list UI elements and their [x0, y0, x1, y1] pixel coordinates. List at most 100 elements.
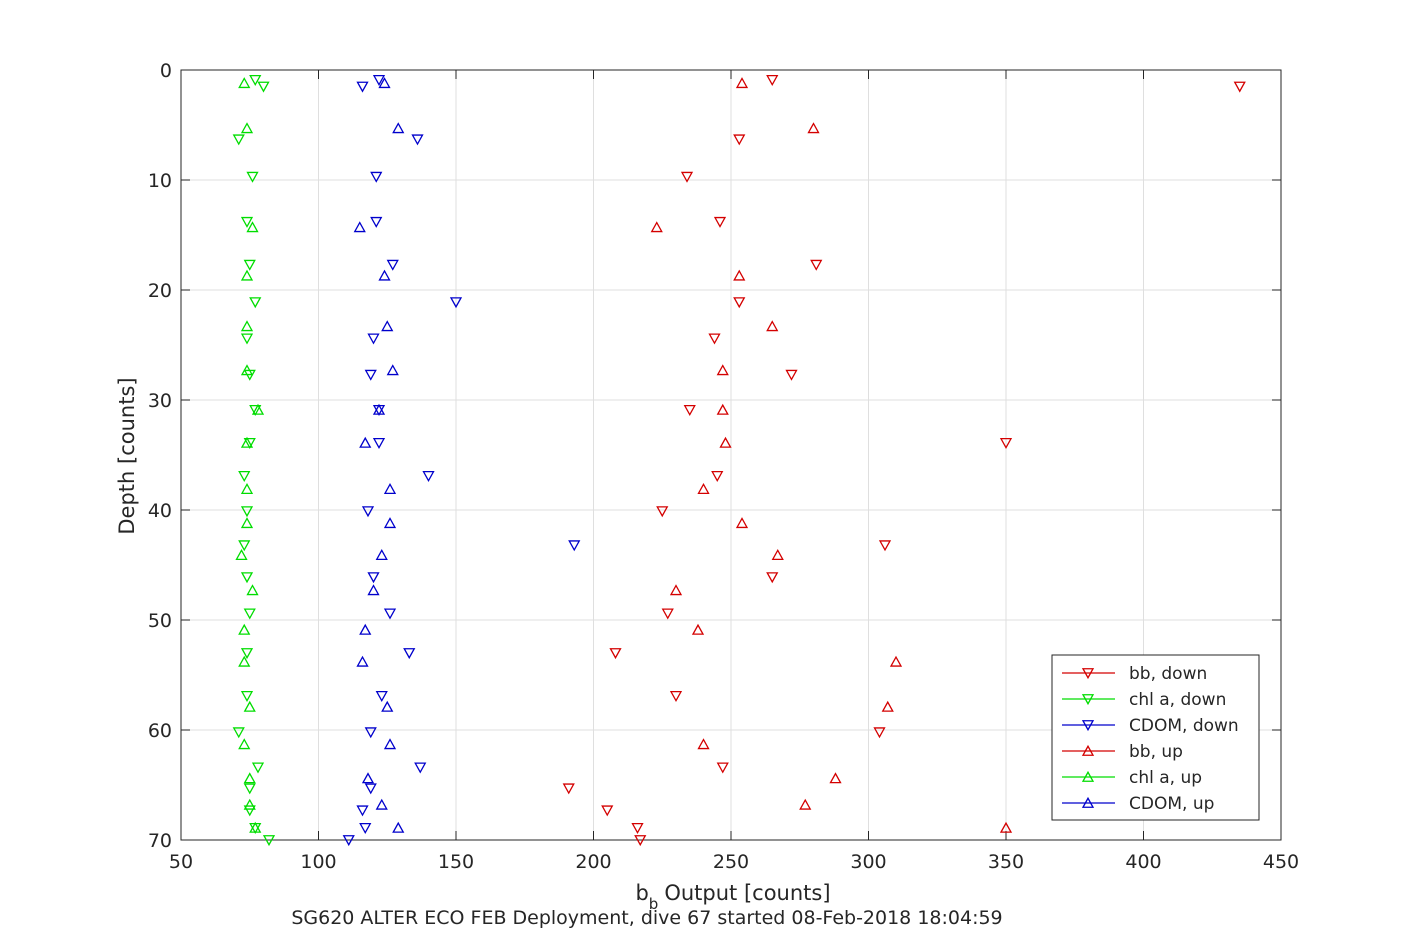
- x-tick-label: 200: [575, 851, 611, 873]
- data-point-marker: [656, 506, 669, 518]
- data-point-marker: [232, 134, 245, 146]
- data-point-marker: [609, 648, 622, 660]
- data-point-marker: [356, 655, 369, 667]
- data-point-marker: [771, 549, 784, 560]
- data-point-marker: [378, 269, 391, 281]
- data-point-marker: [356, 805, 369, 817]
- data-point-marker: [249, 297, 262, 309]
- data-point-marker: [238, 623, 251, 635]
- data-point-marker: [634, 835, 647, 847]
- data-point-marker: [243, 259, 256, 271]
- data-point-marker: [716, 762, 729, 774]
- data-point-marker: [243, 798, 256, 810]
- data-point-marker: [999, 821, 1013, 833]
- data-point-marker: [372, 437, 386, 449]
- data-point-marker: [392, 821, 405, 833]
- data-point-marker: [356, 81, 369, 93]
- data-point-marker: [766, 320, 779, 332]
- data-point-marker: [240, 333, 254, 345]
- series-2: [342, 75, 581, 847]
- data-point-marker: [240, 506, 254, 518]
- data-point-marker: [243, 437, 256, 449]
- data-point-marker: [422, 470, 435, 482]
- data-point-marker: [364, 727, 377, 739]
- chart-caption: SG620 ALTER ECO FEB Deployment, dive 67 …: [291, 907, 1002, 929]
- data-point-marker: [243, 772, 256, 784]
- legend-marker: [1081, 668, 1095, 680]
- tick-labels: 50 100 150 200 250 300 350 400 450 0 10 20 30 40 50 60 7…: [148, 60, 1299, 873]
- data-point-marker: [243, 608, 256, 620]
- data-point-marker: [243, 783, 256, 795]
- legend-label: bb, down: [1129, 664, 1207, 684]
- data-point-marker: [680, 171, 694, 183]
- data-point-marker: [240, 269, 254, 281]
- data-point-marker: [361, 506, 375, 518]
- data-point-marker: [716, 364, 729, 376]
- data-point-marker: [367, 572, 380, 584]
- data-point-marker: [375, 798, 388, 810]
- data-point-marker: [240, 648, 254, 660]
- data-point-marker: [733, 134, 746, 146]
- data-point-marker: [601, 805, 614, 817]
- data-point-marker: [240, 572, 254, 584]
- data-point-marker: [386, 364, 399, 376]
- data-point-marker: [733, 269, 746, 281]
- data-markers: [232, 75, 1246, 847]
- data-point-marker: [235, 549, 248, 560]
- series-5: [353, 77, 405, 833]
- data-point-marker: [243, 805, 256, 817]
- x-axis-label-subscript: b: [649, 895, 659, 913]
- y-tick-label: 20: [148, 280, 172, 302]
- data-point-marker: [240, 517, 254, 529]
- data-point-marker: [449, 297, 463, 309]
- y-tick-label: 70: [148, 830, 172, 852]
- data-point-marker: [383, 608, 397, 620]
- x-tick-label: 50: [169, 851, 193, 873]
- data-point-marker: [359, 436, 372, 448]
- data-point-marker: [240, 483, 254, 495]
- data-point-marker: [381, 700, 394, 712]
- data-point-marker: [766, 75, 779, 86]
- data-point-marker: [691, 623, 705, 635]
- data-point-marker: [697, 483, 710, 495]
- data-point-marker: [342, 835, 355, 847]
- legend-label: CDOM, up: [1129, 794, 1214, 814]
- data-point-marker: [232, 727, 245, 739]
- data-point-marker: [240, 216, 254, 228]
- data-point-marker: [246, 171, 259, 183]
- data-point-marker: [713, 216, 727, 228]
- y-tick-label: 40: [148, 500, 172, 522]
- data-point-marker: [367, 584, 380, 596]
- data-point-marker: [251, 762, 265, 774]
- data-point-marker: [878, 540, 892, 552]
- data-point-marker: [262, 835, 276, 847]
- data-point-marker: [372, 403, 386, 415]
- series-4: [235, 77, 265, 833]
- data-point-marker: [631, 823, 644, 834]
- data-point-marker: [240, 122, 254, 134]
- data-point-marker: [383, 483, 397, 495]
- y-tick-label: 30: [148, 390, 172, 412]
- data-point-marker: [386, 259, 399, 271]
- data-point-marker: [249, 821, 262, 833]
- data-point-marker: [383, 517, 397, 529]
- data-point-marker: [243, 700, 256, 712]
- legend: bb, down chl a, down CDOM, down bb, up chl a…: [1051, 654, 1260, 821]
- x-tick-label: 150: [438, 851, 474, 873]
- data-point-marker: [392, 122, 405, 134]
- data-point-marker: [881, 700, 894, 712]
- legend-marker: [1081, 694, 1095, 706]
- data-point-marker: [889, 655, 903, 667]
- legend-marker: [1081, 796, 1095, 808]
- x-axis-label-prefix: b: [635, 881, 648, 905]
- data-point-marker: [367, 333, 380, 345]
- series-0: [562, 75, 1246, 847]
- data-point-marker: [873, 727, 886, 739]
- y-tick-label: 60: [148, 720, 172, 742]
- data-point-marker: [238, 738, 251, 750]
- data-point-marker: [1233, 81, 1246, 93]
- data-point-marker: [238, 540, 251, 552]
- legend-label: chl a, down: [1129, 690, 1226, 710]
- data-point-marker: [370, 171, 383, 183]
